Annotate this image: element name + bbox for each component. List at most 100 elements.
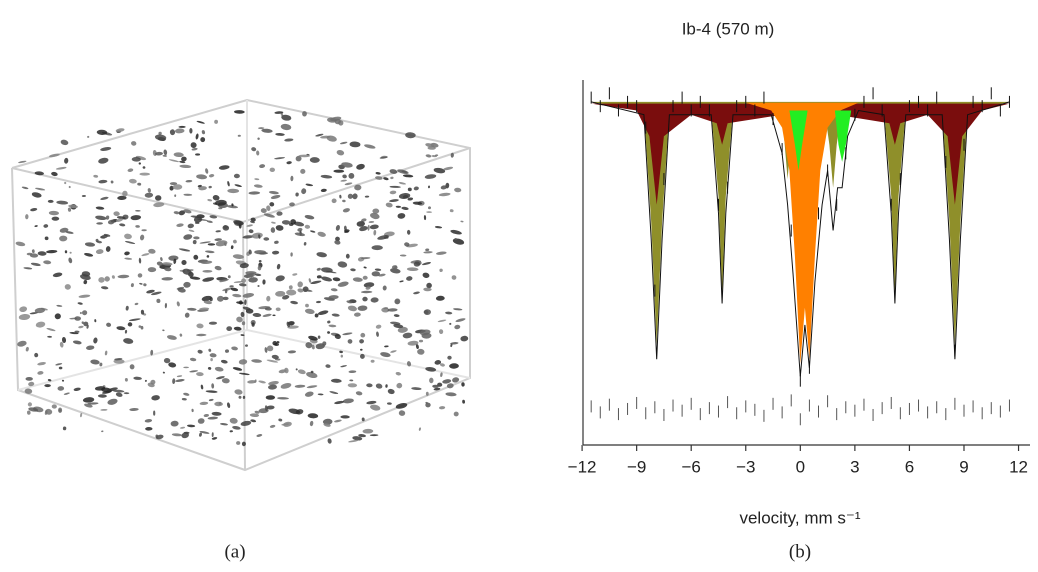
particle bbox=[195, 153, 201, 156]
particle bbox=[144, 379, 147, 382]
particle bbox=[154, 134, 167, 141]
particle bbox=[224, 289, 228, 294]
particle bbox=[359, 339, 364, 344]
particle bbox=[200, 137, 206, 143]
particle bbox=[362, 275, 368, 280]
particle bbox=[375, 176, 383, 180]
particle bbox=[424, 174, 437, 179]
particle bbox=[139, 172, 150, 176]
particle bbox=[63, 392, 70, 395]
particle bbox=[317, 231, 326, 237]
particle bbox=[56, 304, 63, 307]
particle bbox=[95, 215, 107, 221]
particle bbox=[78, 325, 84, 329]
particle bbox=[241, 278, 247, 284]
particle bbox=[240, 311, 245, 318]
particle bbox=[398, 410, 406, 416]
particle bbox=[316, 267, 321, 271]
particle bbox=[174, 194, 177, 197]
particle bbox=[315, 343, 325, 350]
particle bbox=[182, 268, 192, 275]
particle bbox=[390, 321, 401, 325]
particle bbox=[153, 410, 156, 416]
particle bbox=[128, 318, 141, 322]
particle bbox=[280, 383, 292, 389]
particle bbox=[158, 131, 162, 136]
particle bbox=[189, 276, 201, 280]
particle bbox=[242, 293, 255, 298]
particle bbox=[80, 274, 91, 281]
particle bbox=[123, 338, 134, 344]
particle bbox=[316, 275, 322, 279]
particle bbox=[407, 187, 412, 192]
particle bbox=[281, 220, 291, 225]
particle bbox=[162, 154, 167, 157]
particle bbox=[60, 139, 69, 146]
particle bbox=[25, 377, 33, 381]
particle bbox=[199, 430, 210, 434]
particle bbox=[203, 413, 209, 418]
particle bbox=[327, 117, 337, 123]
particle bbox=[26, 252, 33, 256]
particle bbox=[406, 276, 413, 281]
particle bbox=[84, 403, 93, 408]
particle bbox=[98, 157, 109, 164]
particle bbox=[316, 300, 321, 304]
particle bbox=[297, 288, 304, 293]
particle bbox=[124, 329, 128, 334]
particle bbox=[129, 178, 137, 184]
particle bbox=[271, 354, 279, 360]
particle bbox=[425, 367, 437, 372]
particle bbox=[232, 254, 244, 259]
particle bbox=[150, 349, 154, 356]
particle bbox=[246, 224, 253, 227]
particle bbox=[238, 372, 250, 376]
particle bbox=[349, 141, 361, 148]
particle bbox=[220, 359, 228, 364]
particle bbox=[327, 320, 331, 324]
particle bbox=[127, 168, 134, 172]
particle bbox=[339, 350, 343, 354]
particle bbox=[445, 311, 453, 315]
particle bbox=[387, 308, 398, 312]
particle bbox=[387, 388, 395, 395]
particle bbox=[125, 305, 129, 311]
particle bbox=[248, 191, 261, 195]
particle bbox=[35, 187, 46, 191]
particle bbox=[356, 221, 365, 227]
particle bbox=[413, 261, 421, 267]
particle bbox=[347, 383, 358, 388]
particle bbox=[288, 408, 301, 415]
particle bbox=[59, 227, 69, 233]
particle bbox=[249, 413, 260, 418]
particle bbox=[331, 313, 340, 317]
particle bbox=[93, 337, 98, 344]
particle bbox=[24, 388, 33, 394]
particle bbox=[432, 384, 439, 388]
particle bbox=[275, 307, 281, 312]
particle bbox=[205, 250, 215, 254]
particle bbox=[44, 236, 49, 241]
particle bbox=[115, 392, 123, 397]
particle bbox=[119, 223, 126, 227]
particle bbox=[79, 311, 82, 315]
particle bbox=[65, 231, 74, 234]
particle bbox=[68, 185, 71, 189]
particle bbox=[227, 180, 230, 187]
particle bbox=[389, 185, 401, 188]
particle bbox=[397, 326, 408, 333]
particle bbox=[68, 257, 73, 264]
particle bbox=[375, 383, 383, 389]
particle bbox=[117, 195, 127, 201]
particle bbox=[286, 289, 297, 296]
particle bbox=[277, 397, 289, 400]
particle bbox=[67, 207, 72, 212]
particle bbox=[462, 399, 466, 404]
particle bbox=[327, 331, 331, 334]
particle bbox=[290, 175, 294, 182]
particle bbox=[64, 181, 67, 185]
particle bbox=[201, 130, 206, 135]
particle bbox=[304, 391, 314, 397]
particle bbox=[198, 186, 207, 191]
particle bbox=[211, 437, 218, 440]
